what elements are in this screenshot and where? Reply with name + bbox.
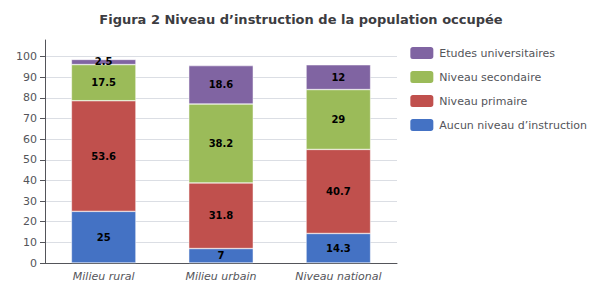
svg-text:2.5: 2.5 <box>95 56 113 67</box>
svg-text:0: 0 <box>30 257 37 270</box>
svg-text:12: 12 <box>331 72 345 83</box>
svg-text:14.3: 14.3 <box>326 243 351 254</box>
svg-text:20: 20 <box>23 215 37 228</box>
svg-text:100: 100 <box>16 50 37 63</box>
svg-text:40.7: 40.7 <box>326 186 351 197</box>
svg-text:Niveau secondaire: Niveau secondaire <box>439 71 541 84</box>
svg-text:29: 29 <box>331 114 345 125</box>
svg-text:Milieu urbain: Milieu urbain <box>185 270 256 283</box>
svg-text:25: 25 <box>97 232 111 243</box>
svg-text:30: 30 <box>23 195 37 208</box>
svg-text:Etudes universitaires: Etudes universitaires <box>439 47 555 60</box>
svg-text:60: 60 <box>23 133 37 146</box>
svg-text:40: 40 <box>23 174 37 187</box>
svg-text:90: 90 <box>23 71 37 84</box>
svg-text:50: 50 <box>23 153 37 166</box>
svg-text:7: 7 <box>218 250 225 261</box>
svg-text:Milieu rural: Milieu rural <box>73 270 135 283</box>
svg-text:31.8: 31.8 <box>209 210 234 221</box>
svg-text:17.5: 17.5 <box>91 77 116 88</box>
svg-text:38.2: 38.2 <box>209 138 234 149</box>
svg-text:Figura 2 Niveau d’instruction: Figura 2 Niveau d’instruction de la popu… <box>99 12 503 27</box>
svg-text:Aucun niveau d’instruction: Aucun niveau d’instruction <box>439 119 587 132</box>
svg-text:70: 70 <box>23 112 37 125</box>
svg-text:80: 80 <box>23 91 37 104</box>
svg-text:10: 10 <box>23 236 37 249</box>
svg-text:Niveau primaire: Niveau primaire <box>439 95 527 108</box>
svg-text:53.6: 53.6 <box>91 151 116 162</box>
svg-text:Niveau national: Niveau national <box>295 270 381 283</box>
svg-text:18.6: 18.6 <box>209 79 234 90</box>
